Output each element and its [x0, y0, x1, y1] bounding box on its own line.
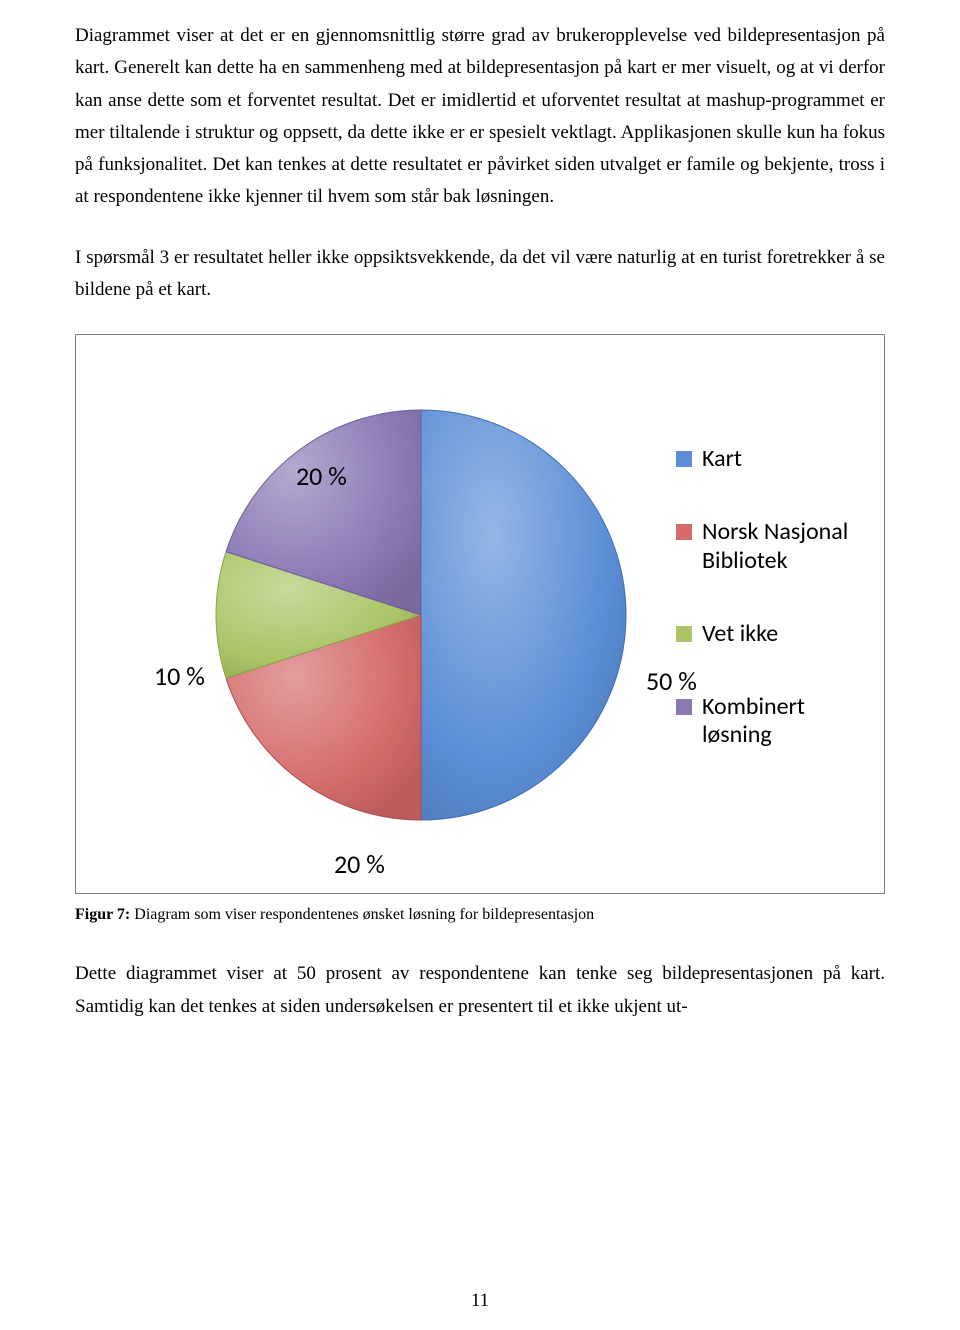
legend-label: Kombinert løsning [702, 693, 872, 751]
caption-label: Figur 7: [75, 906, 130, 923]
legend-item: Kart [676, 445, 872, 474]
pie-svg [206, 400, 636, 830]
legend-swatch [676, 524, 692, 540]
legend-label: Norsk Nasjonal Bibliotek [702, 518, 872, 576]
body-paragraph-1: Diagrammet viser at det er en gjennomsni… [75, 20, 885, 214]
pie-chart: 50 %20 %10 %20 % [206, 400, 636, 830]
legend-swatch [676, 451, 692, 467]
body-paragraph-3: Dette diagrammet viser at 50 prosent av … [75, 958, 885, 1023]
body-paragraph-2: I spørsmål 3 er resultatet heller ikke o… [75, 242, 885, 307]
pie-percent-label: 20 % [334, 848, 385, 880]
pie-percent-label: 20 % [296, 460, 347, 492]
caption-text: Diagram som viser respondentenes ønsket … [130, 906, 594, 923]
legend-swatch [676, 626, 692, 642]
legend-item: Vet ikke [676, 620, 872, 649]
pie-slice [421, 410, 626, 820]
pie-percent-label: 10 % [154, 660, 205, 692]
chart-legend: Kart Norsk Nasjonal Bibliotek Vet ikke Komb… [676, 445, 872, 794]
page-number: 11 [0, 1290, 960, 1312]
legend-label: Kart [702, 445, 742, 474]
pie-chart-container: 50 %20 %10 %20 % Kart Norsk Nasjonal Bibl… [75, 334, 885, 894]
legend-swatch [676, 699, 692, 715]
legend-label: Vet ikke [702, 620, 778, 649]
legend-item: Norsk Nasjonal Bibliotek [676, 518, 872, 576]
figure-caption: Figur 7: Diagram som viser respondentene… [75, 906, 885, 924]
legend-item: Kombinert løsning [676, 693, 872, 751]
